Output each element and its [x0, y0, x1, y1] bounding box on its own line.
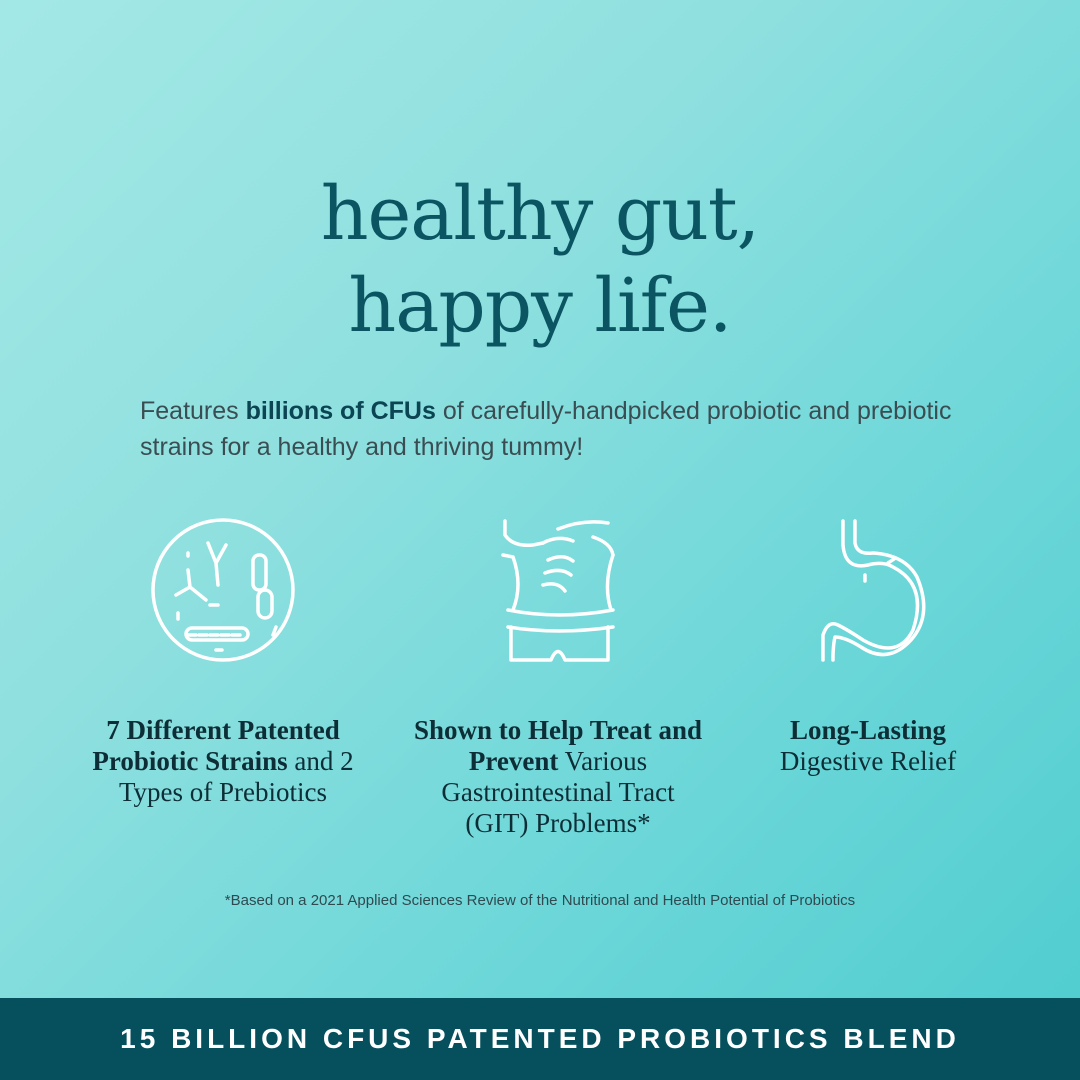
subtitle: Features billions of CFUs of carefully-h… — [140, 393, 960, 465]
caption-bold: Long-Lasting — [789, 715, 947, 745]
headline-line1: healthy gut, — [320, 171, 760, 257]
feature-caption: Shown to Help Treat and Prevent Various … — [408, 715, 708, 839]
feature-digestive-relief: Long-Lasting Digestive Relief — [718, 515, 1018, 777]
caption-rest: Various Gastrointestinal Tract (GIT) Pro… — [441, 746, 675, 838]
subtitle-pre: Features — [140, 397, 246, 425]
headline-line2: happy life. — [348, 263, 733, 349]
microbes-icon — [151, 518, 295, 662]
caption-bold: Shown to Help Treat and Prevent — [413, 715, 703, 776]
caption-bold: 7 Different Patented Probiotic Strains — [92, 715, 340, 776]
caption-rest: and 2 Types of Prebiotics — [118, 746, 354, 807]
caption-rest: Digestive Relief — [779, 746, 957, 776]
footnote: *Based on a 2021 Applied Sciences Review… — [224, 892, 856, 909]
feature-caption: Long-Lasting Digestive Relief — [718, 715, 1018, 777]
feature-caption: 7 Different Patented Probiotic Strains a… — [73, 715, 373, 808]
tummy-hands-icon — [501, 519, 615, 662]
bottom-banner: 15 BILLION CFUS PATENTED PROBIOTICS BLEN… — [0, 998, 1080, 1080]
subtitle-bold: billions of CFUs — [245, 397, 436, 425]
feature-git-problems: Shown to Help Treat and Prevent Various … — [408, 515, 708, 839]
headline: healthy gut, happy life. — [0, 168, 1080, 352]
stomach-icon — [821, 519, 926, 662]
feature-probiotic-strains: 7 Different Patented Probiotic Strains a… — [73, 515, 373, 808]
subtitle-post: of carefully-handpicked probiotic and pr… — [140, 397, 952, 461]
